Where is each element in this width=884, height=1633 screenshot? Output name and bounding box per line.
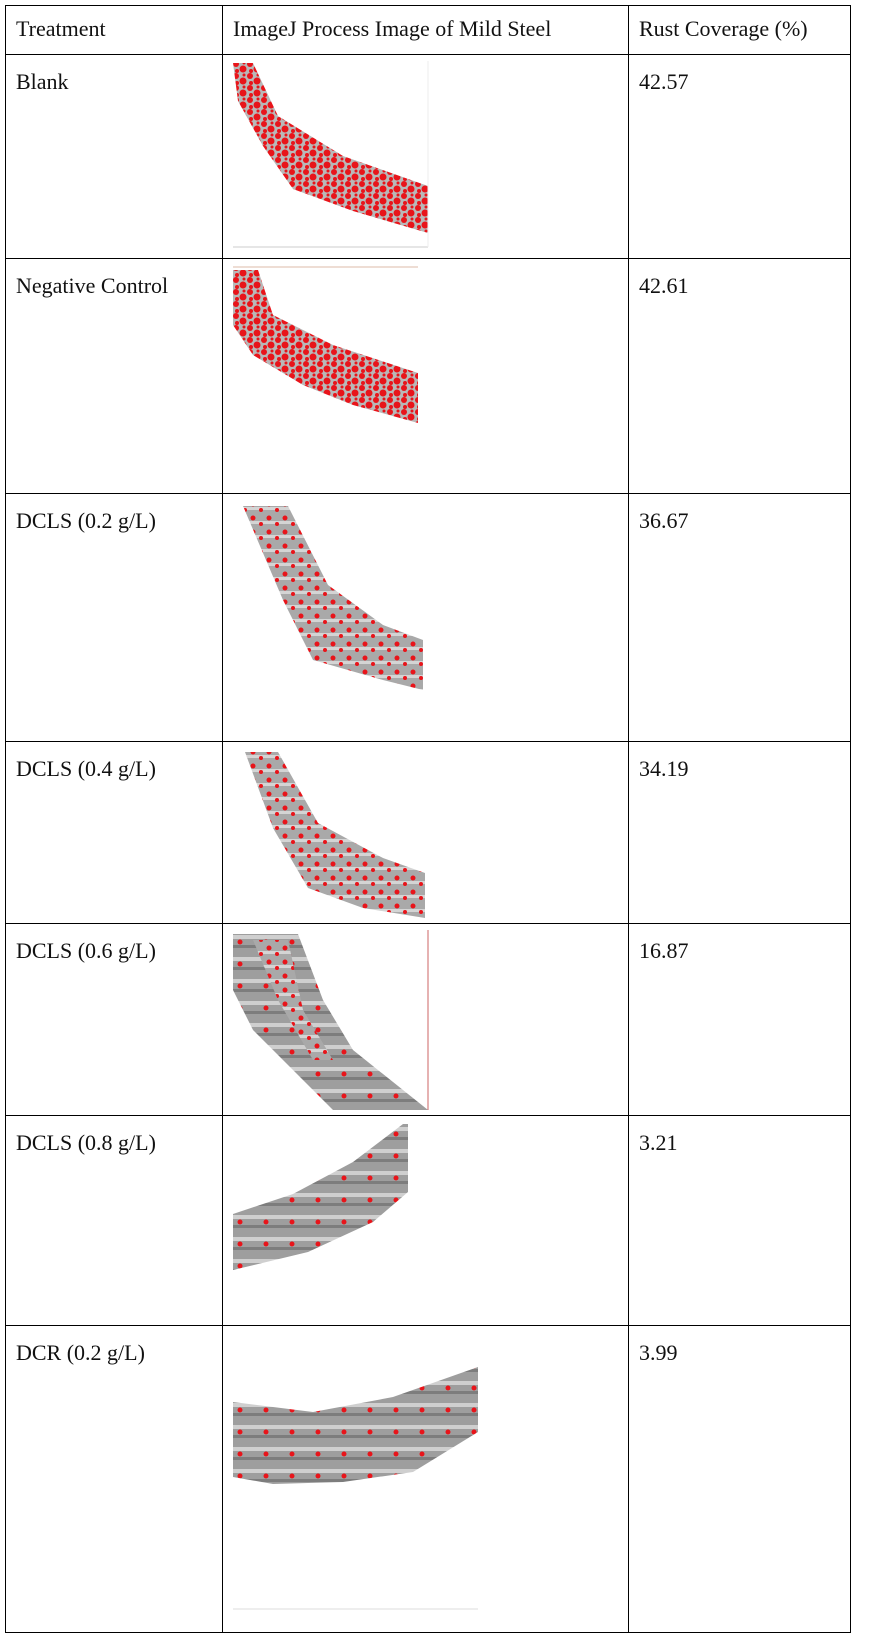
row: DCLS (0.2 g/L) 36.67 <box>6 494 851 742</box>
steel-image <box>233 748 433 923</box>
image-cell <box>223 55 629 259</box>
image-cell <box>223 742 629 924</box>
rust-coverage: 42.57 <box>629 55 851 259</box>
rust-coverage: 3.21 <box>629 1116 851 1326</box>
results-table: Treatment ImageJ Process Image of Mild S… <box>5 5 851 1633</box>
rust-coverage: 42.61 <box>629 259 851 494</box>
steel-image <box>233 1122 433 1292</box>
steel-image <box>233 930 433 1115</box>
image-cell <box>223 1326 629 1633</box>
rust-coverage: 3.99 <box>629 1326 851 1633</box>
row: Negative Control 42.61 <box>6 259 851 494</box>
treatment: Blank <box>6 55 223 259</box>
steel-image <box>233 500 433 695</box>
treatment: DCLS (0.4 g/L) <box>6 742 223 924</box>
steel-image <box>233 61 433 251</box>
treatment: DCLS (0.6 g/L) <box>6 924 223 1116</box>
image-cell <box>223 494 629 742</box>
treatment: DCR (0.2 g/L) <box>6 1326 223 1633</box>
row: DCLS (0.6 g/L) 16.87 <box>6 924 851 1116</box>
rust-coverage: 16.87 <box>629 924 851 1116</box>
rust-coverage: 36.67 <box>629 494 851 742</box>
rust-coverage: 34.19 <box>629 742 851 924</box>
treatment: Negative Control <box>6 259 223 494</box>
image-cell <box>223 1116 629 1326</box>
row: Blank 42.57 <box>6 55 851 259</box>
steel-image <box>233 1332 483 1632</box>
header-row: Treatment ImageJ Process Image of Mild S… <box>6 6 851 55</box>
image-cell <box>223 259 629 494</box>
treatment: DCLS (0.2 g/L) <box>6 494 223 742</box>
row: DCLS (0.8 g/L) 3.21 <box>6 1116 851 1326</box>
header-cell: Treatment <box>6 6 223 55</box>
row: DCLS (0.4 g/L) 34.19 <box>6 742 851 924</box>
image-cell <box>223 924 629 1116</box>
row: DCR (0.2 g/L) 3.99 <box>6 1326 851 1633</box>
steel-image <box>233 265 433 460</box>
page: {"table": {"header": ["Treatment", "Imag… <box>0 0 884 1633</box>
treatment: DCLS (0.8 g/L) <box>6 1116 223 1326</box>
header-cell: ImageJ Process Image of Mild Steel <box>223 6 629 55</box>
header-cell: Rust Coverage (%) <box>629 6 851 55</box>
